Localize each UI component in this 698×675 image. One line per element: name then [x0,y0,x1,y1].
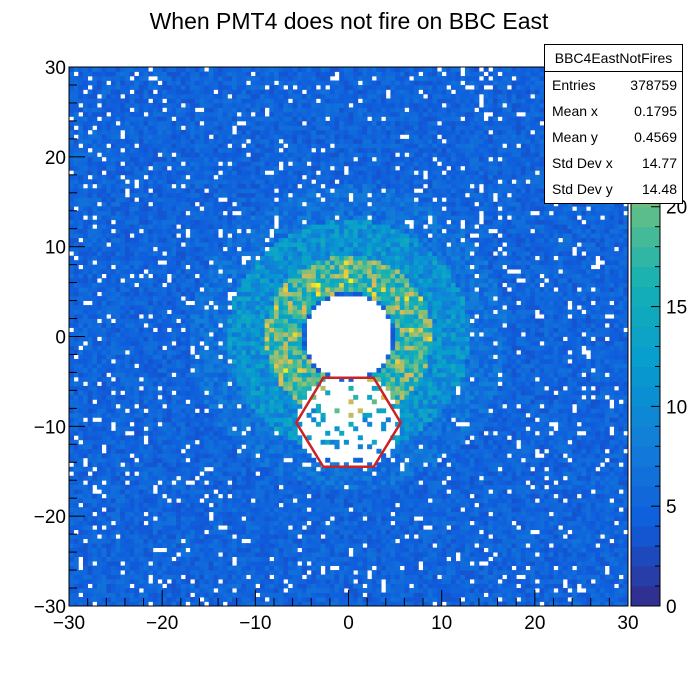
y-tick-label: 30 [45,58,66,79]
x-tick-label: 10 [431,613,452,634]
chart-title: When PMT4 does not fire on BBC East [149,8,549,34]
y-tick-label: −20 [34,507,66,528]
x-tick-label: 0 [343,613,354,634]
stats-mean-y-value: 0.4569 [634,129,677,145]
overlay-layer [294,376,403,469]
colorbar-tick-label: 5 [666,497,677,518]
y-tick-label: −10 [34,417,66,438]
stats-histogram-name: BBC4EastNotFires [545,45,682,72]
x-tick-label: 30 [617,613,638,634]
x-tick-label: −20 [146,613,178,634]
colorbar-tick-label: 10 [666,397,687,418]
stats-row-entries: Entries 378759 [545,72,682,98]
stats-mean-x-label: Mean x [552,103,598,119]
stats-std-y-value: 14.48 [641,181,677,197]
stats-row-std-y: Std Dev y 14.48 [545,176,682,202]
y-tick-label: 0 [55,328,66,349]
stats-box: BBC4EastNotFires Entries 378759 Mean x 0… [544,44,683,204]
y-tick-label: −30 [34,597,66,618]
stats-std-x-label: Std Dev x [552,155,613,171]
stats-entries-label: Entries [552,77,596,93]
y-tick-label: 20 [45,148,66,169]
colorbar-tick-label: 15 [666,298,687,319]
stats-entries-value: 378759 [630,77,677,93]
stats-row-mean-x: Mean x 0.1795 [545,98,682,124]
x-tick-label: −10 [239,613,271,634]
stats-mean-x-value: 0.1795 [634,103,677,119]
y-tick-label: 10 [45,238,66,259]
x-tick-label: −30 [53,613,85,634]
stats-std-y-label: Std Dev y [552,181,613,197]
colorbar-tick-label: 0 [666,597,677,618]
x-tick-label: 20 [524,613,545,634]
stats-row-std-x: Std Dev x 14.77 [545,150,682,176]
stats-row-mean-y: Mean y 0.4569 [545,124,682,150]
y-axis: −30 −20 −10 0 10 20 30 [34,58,85,618]
stats-mean-y-label: Mean y [552,129,598,145]
x-axis: −30 −20 −10 0 10 20 30 [53,590,639,634]
stats-std-x-value: 14.77 [641,155,677,171]
missing-pmt-hexagon [294,376,403,469]
